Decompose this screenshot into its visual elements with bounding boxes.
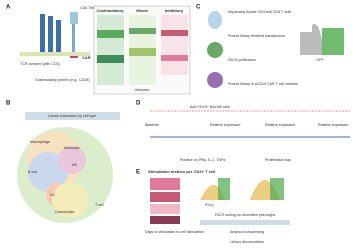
- title: Library expression by cell type: [48, 114, 96, 118]
- step: Separately isolate CD4 and CD8 T cells: [228, 10, 291, 14]
- column-header: Inhibitory: [165, 8, 184, 13]
- step: FACS purification: [228, 58, 256, 62]
- panel-label: E: [136, 170, 140, 176]
- set-label: NK: [72, 163, 78, 167]
- panel-label: C: [196, 5, 201, 11]
- step: Relative expansion: [210, 123, 240, 127]
- step: Baseline: [145, 123, 159, 127]
- gate: [270, 178, 284, 200]
- panel-label: B: [6, 101, 11, 107]
- membrane: [20, 52, 90, 56]
- car: [70, 12, 78, 24]
- domain-blocks: [97, 15, 188, 85]
- label: CAR: [82, 55, 91, 60]
- axis-label: GFP: [316, 58, 324, 62]
- step: Relative expansion: [318, 123, 348, 127]
- column-header: Costimulatory: [97, 8, 125, 13]
- sort: Proliferation day: [265, 158, 291, 162]
- amplicon: [200, 220, 290, 225]
- label: Add CD19+ NALM6 cells: [190, 105, 230, 109]
- column-header: Mixed: [136, 8, 148, 13]
- step: Pooled library lentiviral transduction: [228, 34, 285, 38]
- panel-label: A: [6, 5, 11, 11]
- cells: [207, 42, 223, 58]
- set-label: Macrophage: [30, 140, 50, 144]
- axis-label: IFN-γ: [205, 203, 214, 207]
- label: Library deconvolution: [230, 240, 264, 244]
- caption: Days of stimulation to cell stimulation: [145, 230, 204, 234]
- label: Amplicon sequencing: [230, 230, 264, 234]
- set-label: DC: [50, 193, 56, 197]
- panel-label: D: [136, 101, 141, 107]
- set-label: Monocyte: [64, 146, 80, 150]
- label: Unknown: [135, 88, 150, 92]
- car: [72, 24, 75, 52]
- label: FACS sorting on described phenotype: [215, 213, 276, 217]
- sort: Positive on IFNγ, IL-2, TNFα: [180, 158, 225, 162]
- tube: [208, 11, 222, 29]
- title-bar: [25, 112, 120, 120]
- venn: [17, 127, 113, 223]
- gate: [322, 28, 344, 55]
- histogram: [300, 24, 322, 55]
- title: Stimulation metrics per CD4+ T cell: [148, 169, 215, 174]
- heatmap: [150, 178, 180, 224]
- tcr: [40, 14, 45, 52]
- set-label: B cell: [28, 170, 37, 174]
- label: Costimulatory protein (e.g., CD28): [35, 78, 90, 82]
- label: CD8 TMD: [80, 6, 96, 10]
- gate: [218, 178, 230, 200]
- cells: [207, 72, 223, 88]
- tcr: [56, 20, 61, 52]
- set-label: T cell: [95, 203, 104, 207]
- tcr: [48, 16, 53, 52]
- step: Relative expansion: [265, 123, 295, 127]
- label: TCR complex (with CD3): [20, 62, 60, 66]
- step: Pooled library in αCD19 CAR T cell varia…: [228, 82, 298, 86]
- set-label: Granulocyte: [55, 210, 74, 214]
